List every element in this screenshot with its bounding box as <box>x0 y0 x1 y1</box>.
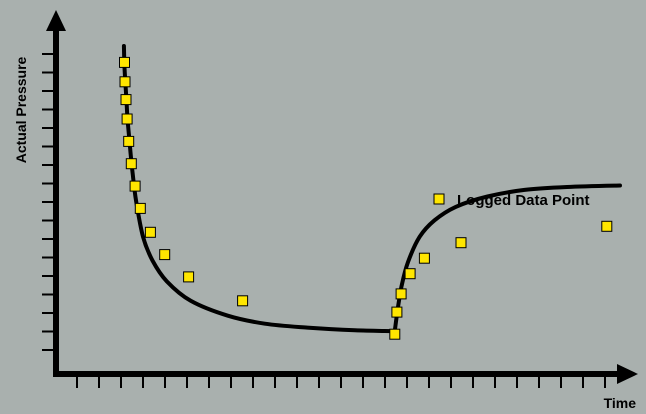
legend-entry-label: Logged Data Point <box>457 192 590 209</box>
logged-data-point <box>455 237 467 249</box>
series-markers <box>119 56 613 340</box>
logged-data-point <box>183 271 195 283</box>
logged-data-point <box>129 180 141 192</box>
logged-data-point <box>237 295 249 307</box>
logged-data-point <box>404 268 416 280</box>
x-axis-arrowhead <box>617 364 638 384</box>
logged-data-point <box>119 56 130 68</box>
logged-data-point <box>391 306 403 318</box>
legend-marker <box>433 193 445 205</box>
logged-data-point <box>418 252 430 264</box>
logged-data-point <box>125 158 137 170</box>
logged-data-point <box>389 328 401 340</box>
logged-data-point <box>121 113 133 125</box>
y-axis-arrowhead <box>46 10 66 31</box>
logged-data-point <box>123 135 135 147</box>
legend: Logged Data Point <box>433 192 590 209</box>
logged-data-point <box>120 94 132 106</box>
logged-data-point <box>159 249 171 261</box>
logged-data-point <box>144 226 156 238</box>
series-lines <box>121 44 622 334</box>
x-axis-ticks <box>76 374 606 388</box>
logged-data-point <box>119 76 131 88</box>
logged-data-point <box>134 202 146 214</box>
y-axis-label: Actual Pressure <box>13 56 29 163</box>
pressure-curve <box>121 44 397 334</box>
x-axis-label: Time <box>604 395 637 411</box>
logged-data-point <box>395 288 407 300</box>
logged-data-point <box>601 220 613 232</box>
